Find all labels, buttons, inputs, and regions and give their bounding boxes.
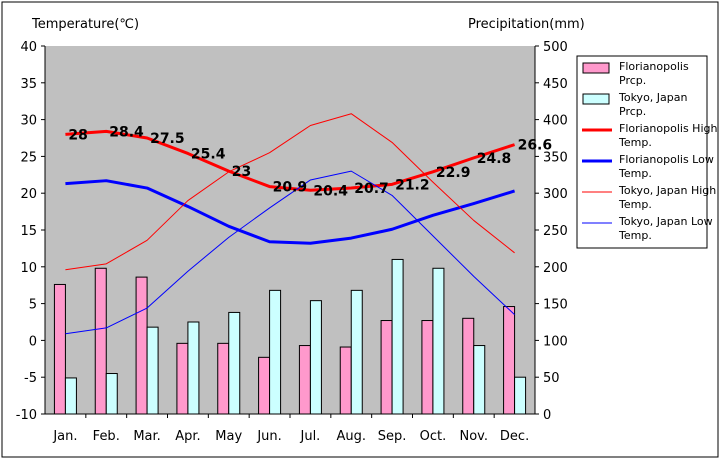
right-axis-tick-label: 350 [543,150,568,165]
precip-bar [514,376,527,415]
data-label: 28 [68,127,87,143]
data-label: 22.9 [436,165,471,181]
legend-label: Florianopolis [619,60,689,73]
right-axis-tick-label: 50 [543,371,560,386]
left-axis-tick-label: 30 [20,114,37,129]
legend-label: Tokyo, Japan High [618,184,716,197]
x-axis-tick-label: Oct. [420,429,447,444]
data-label: 28.4 [109,124,144,140]
legend-label: Tokyo, Japan Low [618,215,713,228]
precip-bar [187,321,200,415]
precip-bar [462,317,475,415]
legend-label: Temp. [618,229,652,242]
x-axis-tick-label: Jan. [52,429,77,444]
left-axis-tick-label: 5 [29,298,37,313]
right-axis-tick-label: 150 [543,298,568,313]
left-axis-tick-label: 35 [20,77,37,92]
precip-bar [269,289,282,415]
precip-bar [94,267,107,415]
data-label: 20.9 [273,180,308,196]
precip-bar [135,276,148,415]
data-label: 20.7 [354,181,389,197]
legend-label: Temp. [618,136,652,149]
right-axis-tick-label: 500 [543,40,568,55]
data-label: 25.4 [191,146,226,162]
left-axis-tick-label: 40 [20,40,37,55]
left-axis-tick-label: 10 [20,261,37,276]
x-axis-tick-label: Aug. [336,429,366,444]
plot-area [45,46,535,414]
precip-bar [217,342,230,415]
legend-label: Prcp. [619,74,646,87]
right-axis-tick-label: 250 [543,224,568,239]
left-axis-tick-label: -10 [16,408,37,423]
legend-swatch [582,62,610,74]
left-axis-label: Temperature(℃) [31,17,139,32]
precip-bar [350,289,363,415]
x-axis-tick-label: Jun. [256,429,281,444]
legend-label: Temp. [618,167,652,180]
temperature-line [65,113,515,271]
x-axis-tick-label: Mar. [133,429,160,444]
x-axis-tick-label: May [215,429,242,444]
precip-bar [105,373,118,415]
precip-bar [298,345,311,415]
precip-bar [421,320,434,415]
precip-bar [176,342,189,415]
precip-bar [432,267,445,415]
precip-bar [146,326,159,415]
legend-label: Prcp. [619,105,646,118]
data-label: 20.4 [313,183,348,199]
right-axis-tick-label: 300 [543,187,568,202]
legend-label: Tokyo, Japan [618,91,687,104]
left-axis-tick-label: 20 [20,187,37,202]
right-axis-tick-label: 0 [543,408,551,423]
temperature-line [65,170,515,335]
data-label: 24.8 [477,151,512,167]
precip-bar [53,283,66,415]
right-axis-label: Precipitation(mm) [468,17,585,32]
left-axis-tick-label: 25 [20,150,37,165]
precip-bar [309,300,322,415]
right-axis-tick-label: 200 [543,261,568,276]
temperature-line [65,179,516,245]
left-axis-tick-label: 0 [29,334,37,349]
legend-box [576,55,708,249]
precip-bar [228,311,241,415]
precip-bar [391,258,404,415]
legend-label: Florianopolis High [619,122,717,135]
data-label: 23 [232,164,251,180]
right-axis-tick-label: 400 [543,114,568,129]
precip-bar [258,356,271,415]
precip-bar [380,320,393,415]
left-axis-tick-label: 15 [20,224,37,239]
data-label: 27.5 [150,131,185,147]
legend-swatch [582,93,610,105]
precip-bar [339,346,352,415]
precip-bar [473,345,486,415]
legend-label: Temp. [618,198,652,211]
precip-bar [64,377,77,415]
legend-label: Florianopolis Low [619,153,714,166]
x-axis-tick-label: Feb. [93,429,120,444]
x-axis-tick-label: Nov. [460,429,489,444]
data-label: 21.2 [395,177,430,193]
x-axis-tick-label: Jul. [300,429,321,444]
temperature-line [65,129,516,192]
x-axis-tick-label: Apr. [175,429,200,444]
x-axis-tick-label: Sep. [378,429,407,444]
right-axis-tick-label: 100 [543,334,568,349]
precip-bar [503,306,516,415]
x-axis-tick-label: Dec. [500,429,529,444]
right-axis-tick-label: 450 [543,77,568,92]
left-axis-tick-label: -5 [24,371,37,386]
